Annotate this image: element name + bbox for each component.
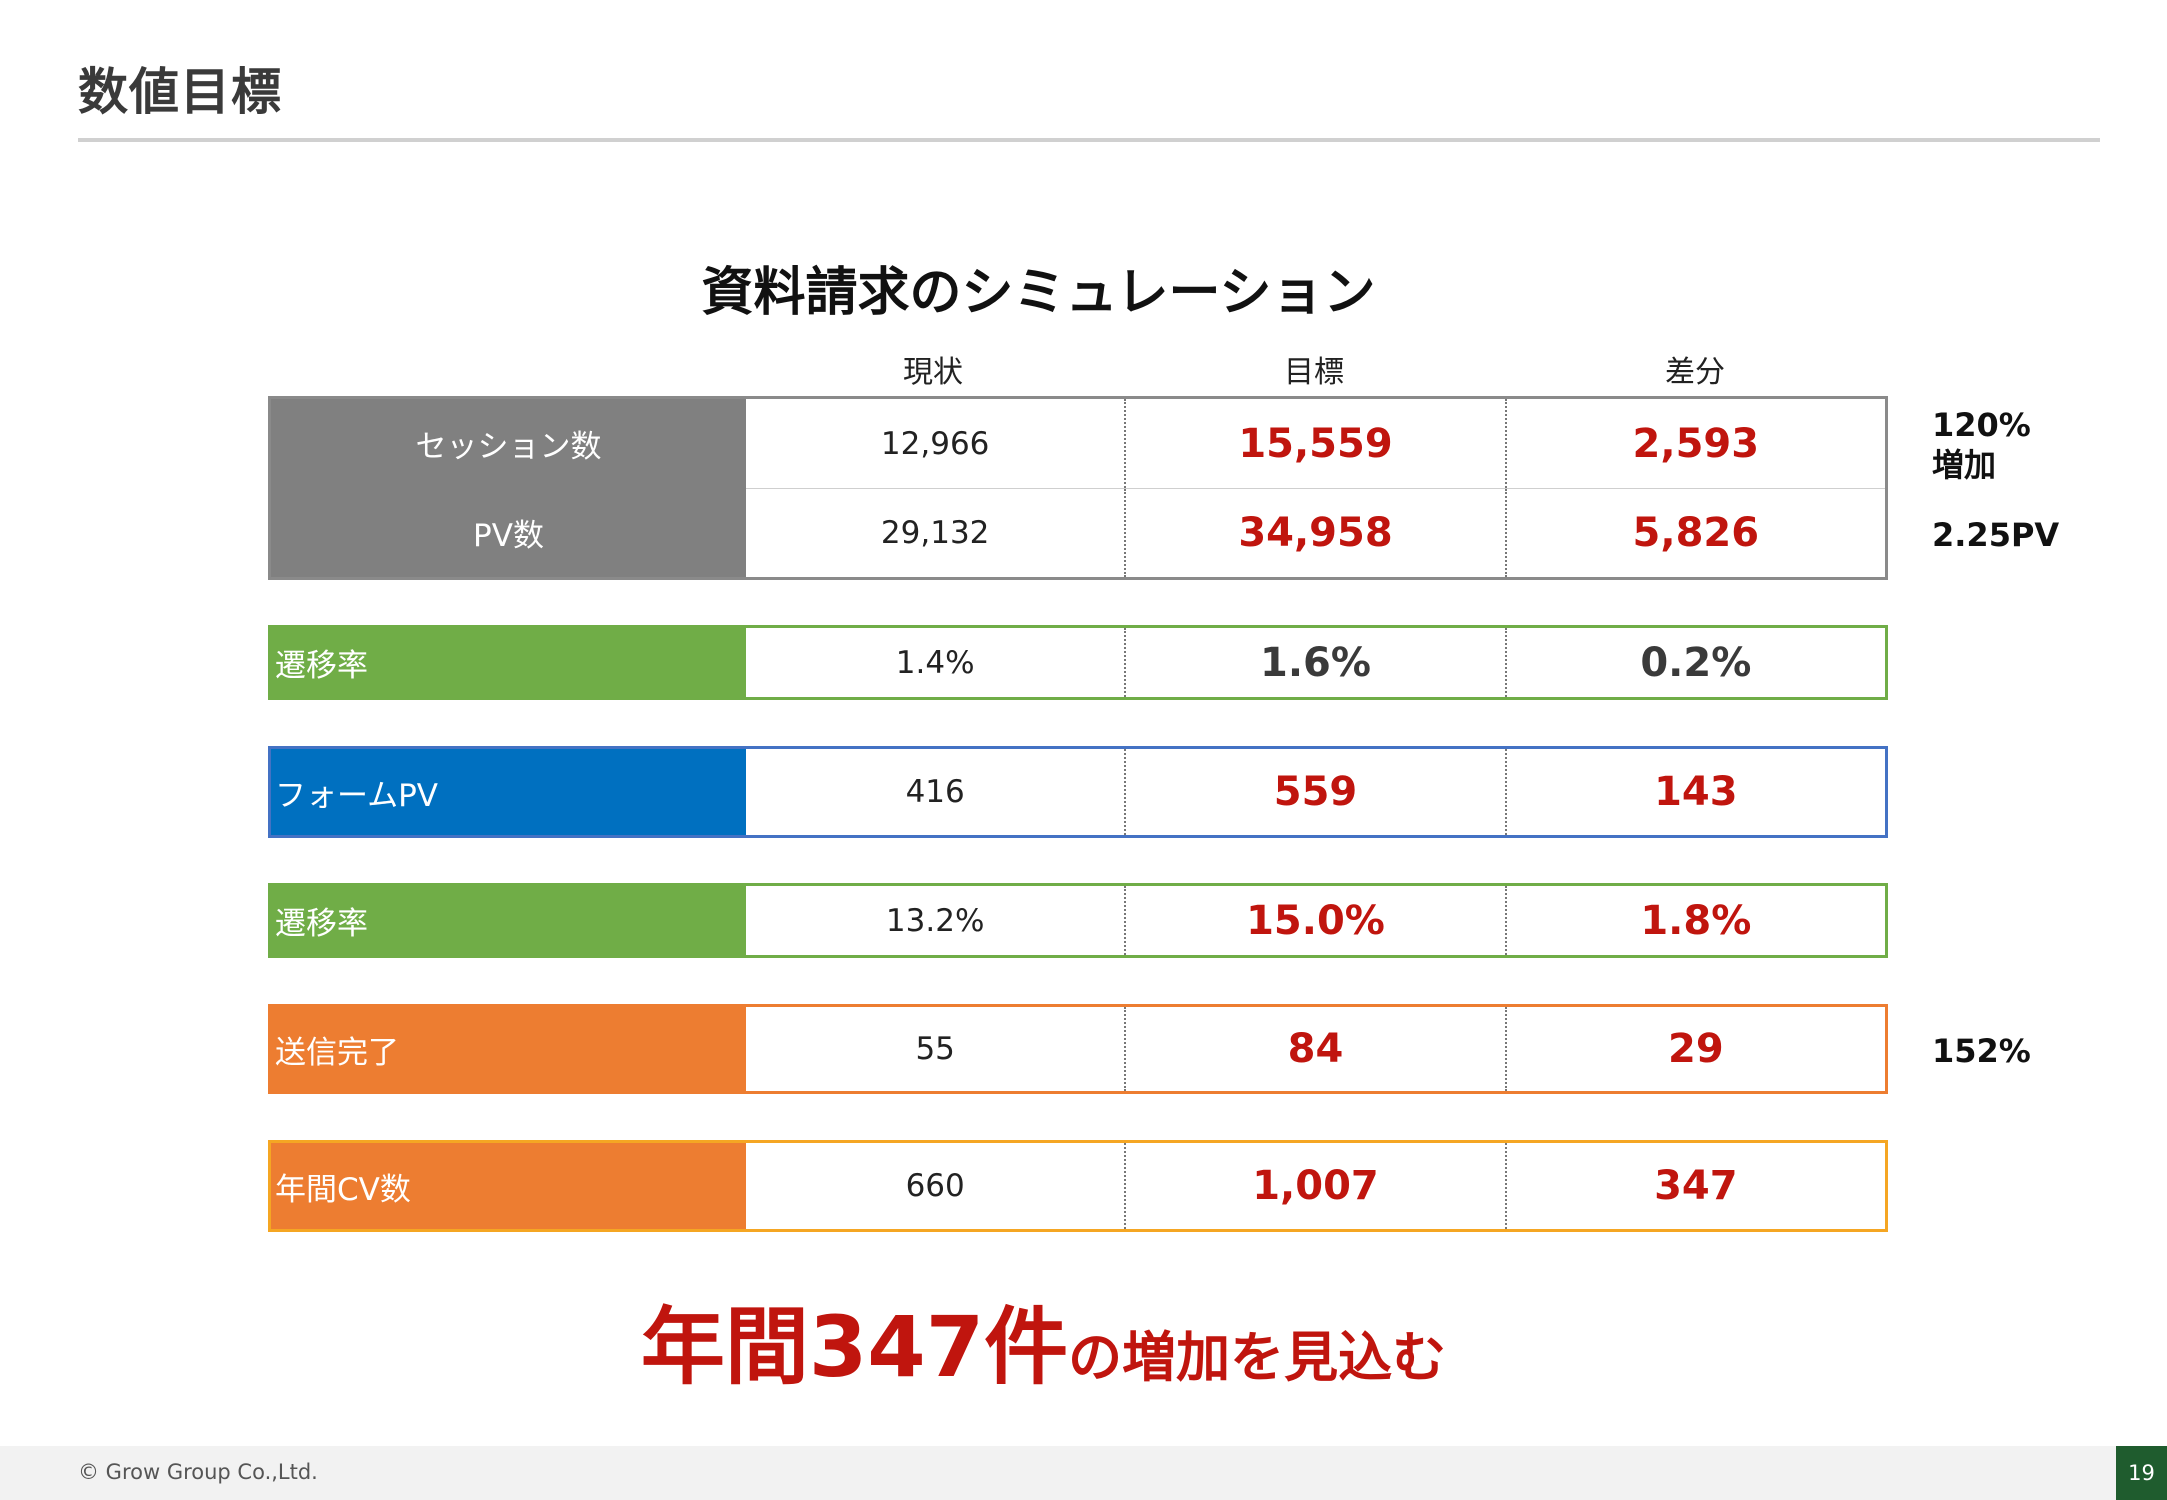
diff-value: 29 <box>1504 1007 1885 1091</box>
session-growth-note: 120% 増加 <box>1932 405 2031 485</box>
session-growth-percent: 120% <box>1932 406 2031 444</box>
current-value: 29,132 <box>880 515 990 551</box>
footer-bar <box>0 1446 2167 1500</box>
headline: 年間347件の増加を見込む <box>0 1280 2167 1401</box>
row-label: 遷移率 <box>271 628 746 697</box>
diff-value: 5,826 <box>1504 489 1885 577</box>
target-value: 1,007 <box>1124 1143 1504 1229</box>
simulation-title: 資料請求のシミュレーション <box>701 263 1376 323</box>
row-label: 年間CV数 <box>271 1143 746 1229</box>
current-value: 12,966 <box>880 425 990 462</box>
column-header-target: 目標 <box>1284 355 1344 390</box>
row-label: フォームPV <box>271 749 746 835</box>
diff-value: 143 <box>1504 749 1885 835</box>
current-value: 55 <box>915 1031 955 1067</box>
current-value: 660 <box>905 1168 965 1204</box>
diff-value: 0.2% <box>1504 628 1885 697</box>
row-label: 送信完了 <box>271 1007 746 1091</box>
row-label: 遷移率 <box>271 886 746 955</box>
table-row-transition-rate-1: 遷移率 1.4% 1.6% 0.2% <box>268 625 1888 700</box>
headline-main: 年間347件 <box>640 1298 1069 1396</box>
headline-sub: の増加を見込む <box>1068 1326 1447 1389</box>
current-value: 416 <box>905 774 965 810</box>
target-value: 34,958 <box>1124 489 1504 577</box>
page-title: 数値目標 <box>78 63 282 121</box>
table-row-submit-complete: 送信完了 55 84 29 <box>268 1004 1888 1094</box>
column-header-current: 現状 <box>903 355 963 390</box>
row-label: セッション数 <box>271 399 746 488</box>
current-value: 1.4% <box>895 644 975 681</box>
row-label: PV数 <box>271 488 746 577</box>
diff-value: 347 <box>1504 1143 1885 1229</box>
target-value: 15,559 <box>1124 399 1504 488</box>
title-divider <box>78 138 2100 142</box>
target-value: 15.0% <box>1124 886 1504 955</box>
pv-per-session-note: 2.25PV <box>1932 516 2060 554</box>
table-row-annual-cv: 年間CV数 660 1,007 347 <box>268 1140 1888 1232</box>
diff-value: 2,593 <box>1504 399 1885 488</box>
target-value: 559 <box>1124 749 1504 835</box>
table-row-form-pv: フォームPV 416 559 143 <box>268 746 1888 838</box>
traffic-block: セッション数 12,966 15,559 2,593 PV数 29,132 34… <box>268 396 1888 580</box>
table-row-pv: PV数 29,132 34,958 5,826 <box>271 488 1885 577</box>
column-header-diff: 差分 <box>1665 355 1725 390</box>
target-value: 84 <box>1124 1007 1504 1091</box>
page-number: 19 <box>2116 1446 2167 1500</box>
table-row-transition-rate-2: 遷移率 13.2% 15.0% 1.8% <box>268 883 1888 958</box>
session-growth-label: 増加 <box>1932 446 1997 484</box>
target-value: 1.6% <box>1124 628 1504 697</box>
copyright: © Grow Group Co.,Ltd. <box>78 1460 318 1484</box>
current-value: 13.2% <box>885 902 985 939</box>
submit-growth-note: 152% <box>1932 1032 2031 1070</box>
table-row-sessions: セッション数 12,966 15,559 2,593 <box>271 399 1885 488</box>
diff-value: 1.8% <box>1504 886 1885 955</box>
